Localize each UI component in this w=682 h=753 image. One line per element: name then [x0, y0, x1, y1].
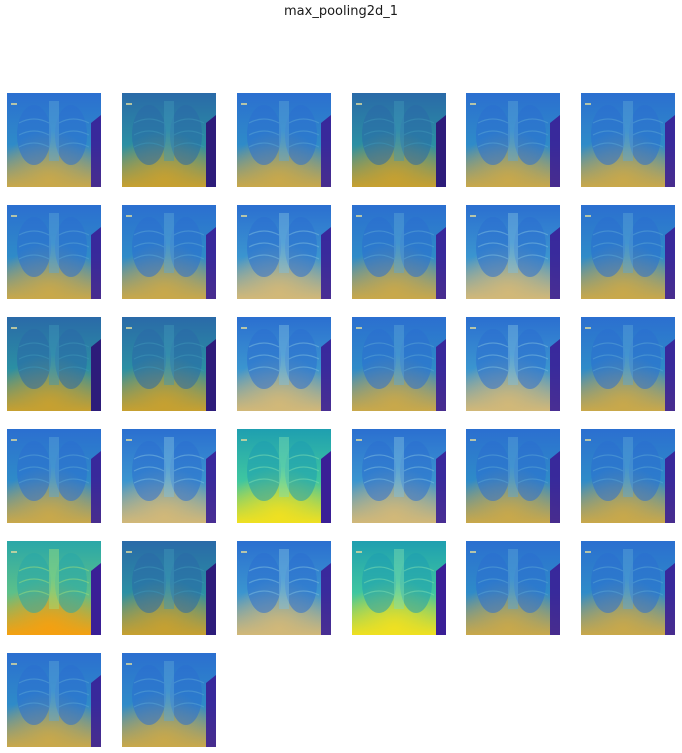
- feature-map-26: [122, 541, 216, 635]
- feature-map-19: [7, 429, 101, 523]
- feature-map-21: [237, 429, 331, 523]
- feature-map-10: [352, 205, 446, 299]
- feature-map-3: [237, 93, 331, 187]
- feature-map-13: [7, 317, 101, 411]
- feature-map-31: [7, 653, 101, 747]
- feature-map-24: [581, 429, 675, 523]
- feature-map-20: [122, 429, 216, 523]
- feature-map-12: [581, 205, 675, 299]
- feature-map-1: [7, 93, 101, 187]
- feature-map-4: [352, 93, 446, 187]
- feature-map-11: [466, 205, 560, 299]
- feature-map-15: [237, 317, 331, 411]
- feature-map-16: [352, 317, 446, 411]
- feature-map-27: [237, 541, 331, 635]
- feature-map-30: [581, 541, 675, 635]
- feature-map-6: [581, 93, 675, 187]
- feature-map-29: [466, 541, 560, 635]
- feature-map-9: [237, 205, 331, 299]
- feature-map-18: [581, 317, 675, 411]
- feature-map-23: [466, 429, 560, 523]
- feature-map-2: [122, 93, 216, 187]
- feature-map-7: [7, 205, 101, 299]
- feature-map-5: [466, 93, 560, 187]
- feature-map-8: [122, 205, 216, 299]
- feature-map-14: [122, 317, 216, 411]
- feature-map-32: [122, 653, 216, 747]
- feature-map-28: [352, 541, 446, 635]
- feature-map-25: [7, 541, 101, 635]
- figure-title: max_pooling2d_1: [0, 4, 682, 19]
- feature-map-22: [352, 429, 446, 523]
- feature-map-17: [466, 317, 560, 411]
